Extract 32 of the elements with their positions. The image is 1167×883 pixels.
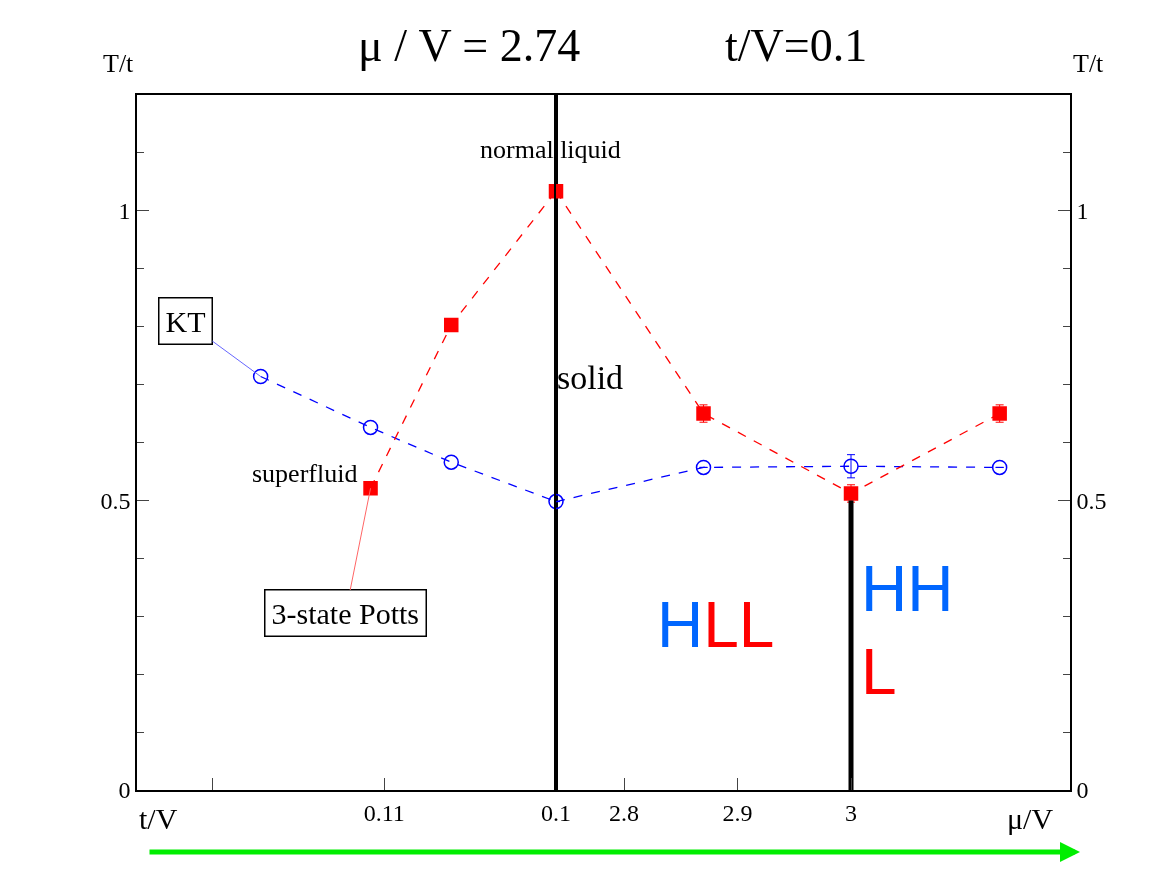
y-tick-label: 1	[118, 198, 131, 225]
y-tick-label: 0.5	[100, 487, 131, 514]
x-tick-label: 2.9	[722, 799, 753, 826]
x-tick-label: 2.8	[609, 799, 640, 826]
x-tick-label: 0.11	[363, 799, 405, 826]
annotation: normal liquid	[480, 135, 621, 164]
x-axis-title: μ/V	[1007, 802, 1054, 835]
y2-tick-label: 0.5	[1076, 487, 1107, 514]
annotation: 3-state Potts	[271, 596, 419, 630]
y-tick-label: 0	[118, 777, 131, 804]
point	[695, 459, 712, 476]
y-axis-title: T/t	[103, 49, 135, 78]
y2-axis-title: T/t	[1073, 49, 1105, 78]
chart-title: μ / V = 2.74	[358, 20, 581, 71]
x-tick-label: 3	[845, 799, 858, 826]
point	[252, 368, 269, 385]
point	[363, 481, 378, 496]
annotation: superfluid	[252, 459, 358, 488]
point	[362, 419, 379, 436]
y2-tick-label: 0	[1076, 777, 1089, 804]
annotation: solid	[557, 359, 624, 396]
x-axis-title: t/V	[139, 802, 178, 835]
chart-title: t/V=0.1	[725, 20, 868, 71]
point	[444, 317, 459, 333]
point	[991, 459, 1008, 476]
x-tick-label: 0.1	[541, 799, 571, 826]
annotation: KT	[165, 304, 206, 338]
annotation: HH L	[861, 553, 954, 709]
y2-tick-label: 1	[1076, 198, 1089, 225]
point	[443, 454, 459, 470]
annotation: HLL	[657, 589, 775, 661]
point	[843, 458, 859, 474]
